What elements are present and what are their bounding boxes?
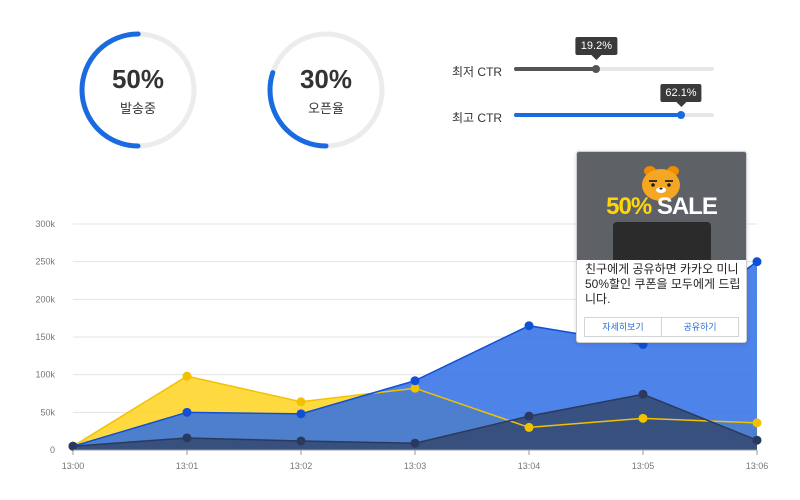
- series-point-2: [68, 441, 78, 451]
- series-point-2: [296, 436, 306, 446]
- min-ctr-handle[interactable]: [592, 65, 601, 73]
- series-point-0: [638, 413, 648, 423]
- series-point-0: [296, 397, 306, 407]
- ryan-character-icon: [642, 166, 680, 201]
- sale-word: SALE: [656, 193, 718, 220]
- promo-card: 50% SALE 친구에게 공유하면 카카오 미니 50%할인 쿠폰을 모두에게…: [576, 151, 747, 343]
- series-point-1: [182, 407, 192, 417]
- sending-label: 발송중: [120, 101, 156, 116]
- series-point-2: [410, 438, 420, 448]
- series-point-0: [752, 418, 762, 428]
- promo-actions: 자세히보기 공유하기: [584, 317, 739, 337]
- y-tick-label: 100k: [35, 370, 55, 380]
- x-tick-label: 13:02: [290, 461, 313, 471]
- series-point-2: [638, 389, 648, 399]
- speaker-graphic: [613, 222, 711, 260]
- series-point-1: [524, 321, 534, 331]
- x-tick-label: 13:00: [62, 461, 85, 471]
- x-tick-label: 13:05: [632, 461, 655, 471]
- open-rate-ring: 30% 오픈율: [266, 30, 386, 150]
- series-point-2: [524, 411, 534, 421]
- ring-graphic: [79, 31, 197, 149]
- series-area-1: [73, 261, 757, 450]
- series-point-1: [410, 376, 420, 386]
- min-ctr-label: 최저 CTR: [452, 65, 503, 79]
- open-rate-label: 오픈율: [308, 101, 344, 116]
- series-point-0: [524, 422, 534, 432]
- y-tick-label: 150k: [35, 332, 55, 342]
- y-tick-label: 300k: [35, 219, 55, 229]
- series-point-0: [410, 383, 420, 393]
- series-point-2: [182, 433, 192, 443]
- max-ctr-fill: [514, 113, 681, 117]
- series-area-2: [73, 394, 757, 450]
- open-rate-percent: 30%: [299, 64, 353, 94]
- series-point-0: [182, 371, 192, 381]
- share-button[interactable]: 공유하기: [661, 318, 738, 336]
- x-tick-label: 13:03: [404, 461, 427, 471]
- sending-progress-ring: 50% 발송중: [78, 30, 198, 150]
- y-tick-label: 250k: [35, 257, 55, 267]
- promo-image: 50% SALE: [577, 152, 746, 260]
- series-point-1: [296, 409, 306, 419]
- series-point-2: [752, 435, 762, 445]
- min-ctr-slider[interactable]: [514, 65, 714, 73]
- ring-graphic: [267, 31, 385, 149]
- y-tick-label: 200k: [35, 294, 55, 304]
- x-tick-label: 13:04: [518, 461, 541, 471]
- min-ctr-fill: [514, 67, 597, 71]
- series-point-1: [752, 257, 762, 267]
- max-ctr-slider[interactable]: [514, 111, 714, 119]
- y-tick-label: 50k: [40, 407, 55, 417]
- min-ctr-tooltip: 19.2%: [575, 37, 617, 60]
- promo-message: 친구에게 공유하면 카카오 미니 50%할인 쿠폰을 모두에게 드립니다.: [585, 262, 741, 306]
- sale-banner: 50% SALE: [577, 193, 746, 221]
- sending-percent: 50%: [111, 64, 165, 94]
- max-ctr-handle[interactable]: [677, 111, 685, 119]
- x-tick-label: 13:06: [746, 461, 769, 471]
- sale-percent: 50%: [606, 193, 652, 220]
- x-tick-label: 13:01: [176, 461, 199, 471]
- max-ctr-tooltip: 62.1%: [660, 84, 702, 107]
- y-tick-label: 0: [50, 445, 55, 455]
- details-button[interactable]: 자세히보기: [602, 322, 644, 332]
- max-ctr-label: 최고 CTR: [452, 111, 503, 125]
